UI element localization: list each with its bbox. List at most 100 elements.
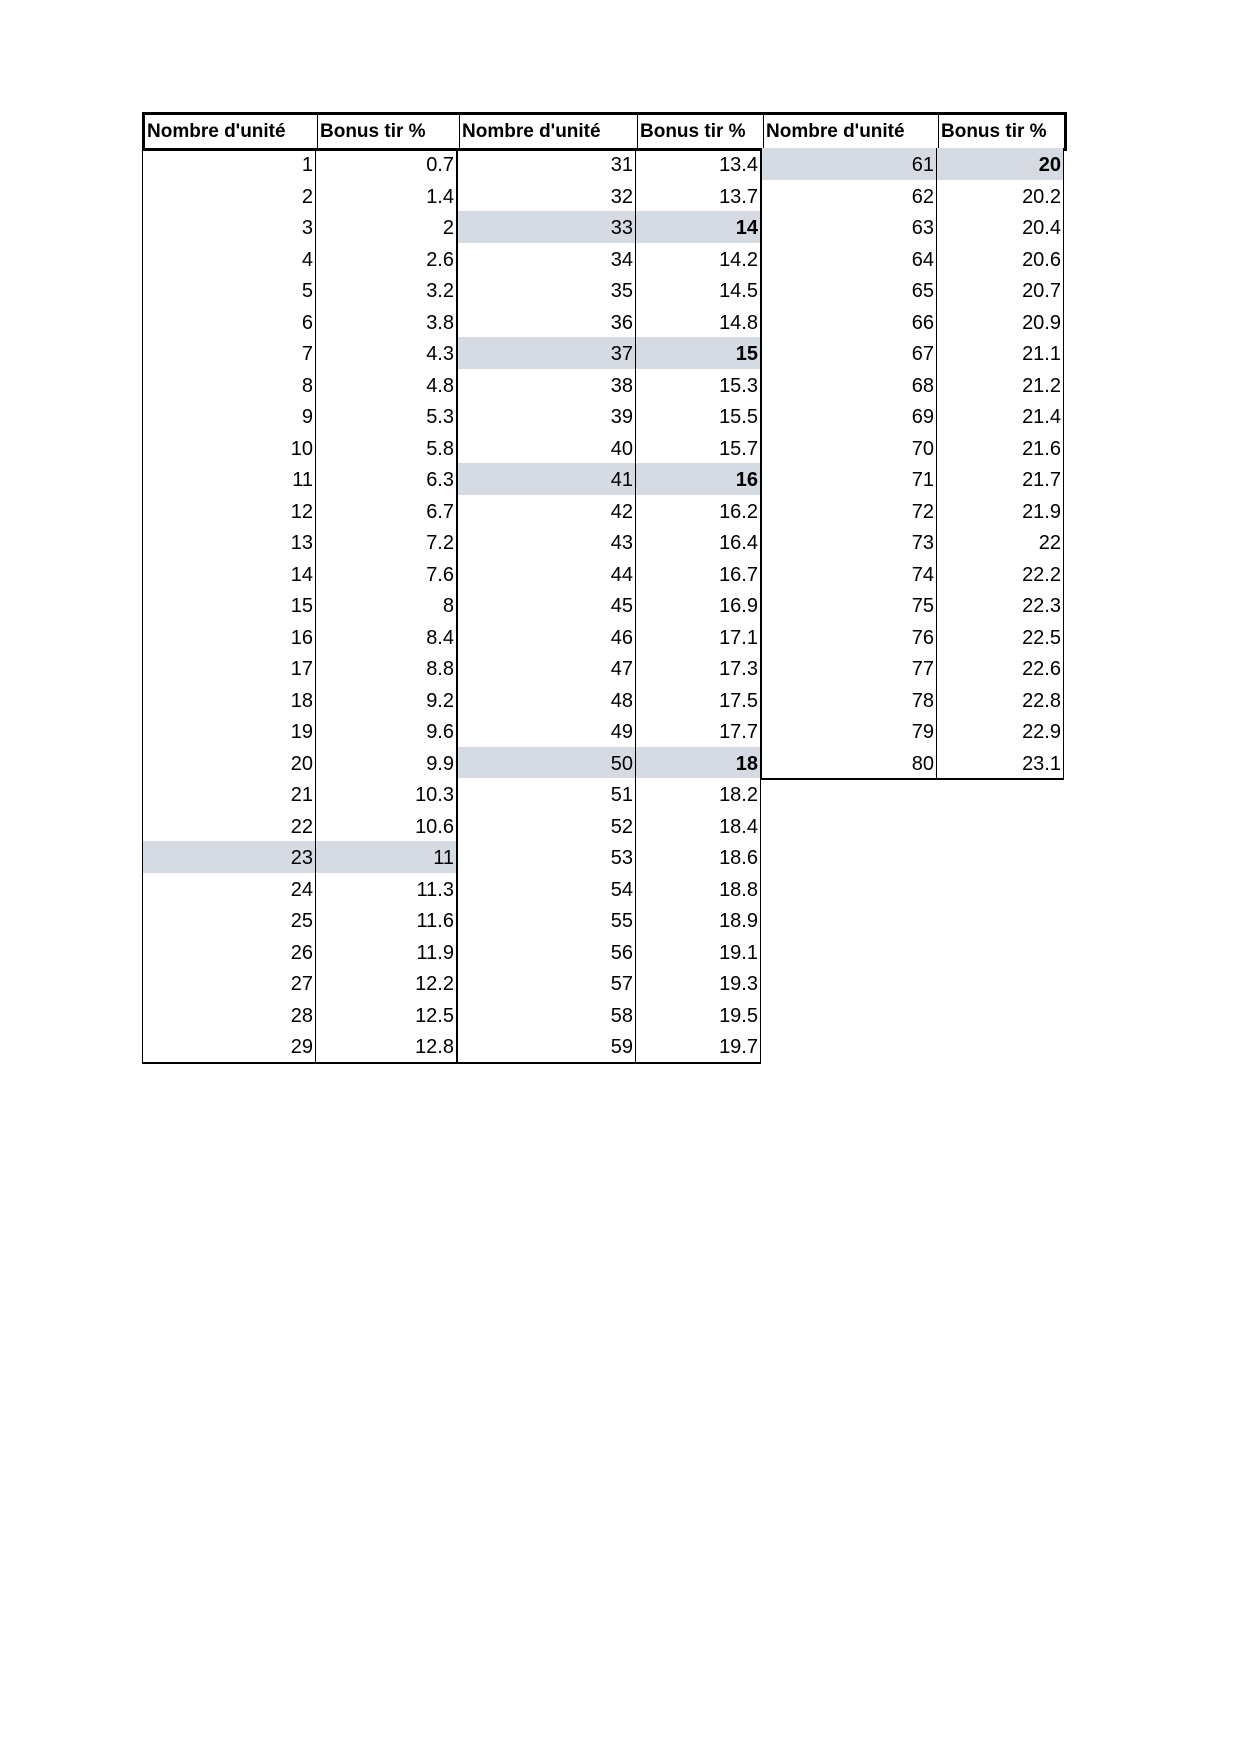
cell-nombre-unite: 56	[457, 935, 635, 967]
cell-nombre-unite: 59	[457, 1030, 635, 1062]
cell-bonus-tir: 20.6	[936, 242, 1064, 274]
table-row: 44 16.7	[457, 557, 761, 589]
cell-bonus-tir: 10.6	[315, 809, 457, 841]
cell-nombre-unite: 31	[457, 148, 635, 180]
cell-nombre-unite: 24	[142, 872, 315, 904]
table-row: 55 18.9	[457, 904, 761, 936]
table-row: 52 18.4	[457, 809, 761, 841]
cell-bonus-tir: 13.4	[635, 148, 761, 180]
cell-bonus-tir: 11	[315, 841, 457, 873]
table-row: 1 0.7	[142, 148, 457, 180]
cell-nombre-unite: 70	[761, 431, 936, 463]
cell-nombre-unite: 43	[457, 526, 635, 558]
cell-bonus-tir: 21.9	[936, 494, 1064, 526]
cell-bonus-tir: 16.2	[635, 494, 761, 526]
cell-bonus-tir: 21.7	[936, 463, 1064, 495]
table-row: 68 21.2	[761, 368, 1064, 400]
table-row: 4 2.6	[142, 242, 457, 274]
cell-bonus-tir: 6.3	[315, 463, 457, 495]
cell-bonus-tir: 5.3	[315, 400, 457, 432]
cell-nombre-unite: 29	[142, 1030, 315, 1062]
cell-nombre-unite: 51	[457, 778, 635, 810]
cell-bonus-tir: 14	[635, 211, 761, 243]
cell-bonus-tir: 20.2	[936, 179, 1064, 211]
table-row: 7 4.3	[142, 337, 457, 369]
cell-bonus-tir: 12.2	[315, 967, 457, 999]
cell-bonus-tir: 16.4	[635, 526, 761, 558]
cell-nombre-unite: 34	[457, 242, 635, 274]
cell-nombre-unite: 46	[457, 620, 635, 652]
table-row: 25 11.6	[142, 904, 457, 936]
cell-nombre-unite: 76	[761, 620, 936, 652]
cell-bonus-tir: 17.1	[635, 620, 761, 652]
cell-nombre-unite: 79	[761, 715, 936, 747]
cell-bonus-tir: 19.3	[635, 967, 761, 999]
table-row: 75 22.3	[761, 589, 1064, 621]
table-row: 49 17.7	[457, 715, 761, 747]
table-row: 70 21.6	[761, 431, 1064, 463]
cell-bonus-tir: 16.9	[635, 589, 761, 621]
cell-nombre-unite: 69	[761, 400, 936, 432]
cell-nombre-unite: 4	[142, 242, 315, 274]
cell-bonus-tir: 20.4	[936, 211, 1064, 243]
cell-bonus-tir: 20.7	[936, 274, 1064, 306]
cell-bonus-tir: 22.2	[936, 557, 1064, 589]
table-row: 35 14.5	[457, 274, 761, 306]
header-nombre-unite-3: Nombre d'unité	[764, 115, 939, 148]
cell-nombre-unite: 17	[142, 652, 315, 684]
cell-bonus-tir: 17.3	[635, 652, 761, 684]
table-row: 18 9.2	[142, 683, 457, 715]
cell-nombre-unite: 57	[457, 967, 635, 999]
table-row: 15 8	[142, 589, 457, 621]
table-row: 14 7.6	[142, 557, 457, 589]
cell-nombre-unite: 6	[142, 305, 315, 337]
table-row: 24 11.3	[142, 872, 457, 904]
table-row: 12 6.7	[142, 494, 457, 526]
cell-nombre-unite: 13	[142, 526, 315, 558]
table-row: 22 10.6	[142, 809, 457, 841]
cell-bonus-tir: 11.6	[315, 904, 457, 936]
cell-bonus-tir: 5.8	[315, 431, 457, 463]
cell-bonus-tir: 12.8	[315, 1030, 457, 1062]
cell-bonus-tir: 22	[936, 526, 1064, 558]
cell-bonus-tir: 15	[635, 337, 761, 369]
cell-nombre-unite: 40	[457, 431, 635, 463]
table-row: 36 14.8	[457, 305, 761, 337]
cell-nombre-unite: 37	[457, 337, 635, 369]
cell-nombre-unite: 22	[142, 809, 315, 841]
cell-bonus-tir: 13.7	[635, 179, 761, 211]
cell-nombre-unite: 44	[457, 557, 635, 589]
table-row: 37 15	[457, 337, 761, 369]
cell-bonus-tir: 7.6	[315, 557, 457, 589]
table-row: 32 13.7	[457, 179, 761, 211]
header-bonus-tir-2: Bonus tir %	[638, 115, 764, 148]
cell-nombre-unite: 8	[142, 368, 315, 400]
cell-nombre-unite: 14	[142, 557, 315, 589]
table-row: 80 23.1	[761, 746, 1064, 778]
cell-nombre-unite: 52	[457, 809, 635, 841]
table-row: 56 19.1	[457, 935, 761, 967]
cell-bonus-tir: 8	[315, 589, 457, 621]
table-row: 66 20.9	[761, 305, 1064, 337]
cell-bonus-tir: 14.2	[635, 242, 761, 274]
cell-nombre-unite: 39	[457, 400, 635, 432]
cell-bonus-tir: 14.8	[635, 305, 761, 337]
table-row: 9 5.3	[142, 400, 457, 432]
cell-bonus-tir: 2	[315, 211, 457, 243]
table-row: 61 20	[761, 148, 1064, 180]
cell-nombre-unite: 63	[761, 211, 936, 243]
table-row: 79 22.9	[761, 715, 1064, 747]
table-row: 41 16	[457, 463, 761, 495]
cell-bonus-tir: 18.6	[635, 841, 761, 873]
table-row: 39 15.5	[457, 400, 761, 432]
cell-nombre-unite: 18	[142, 683, 315, 715]
cell-nombre-unite: 38	[457, 368, 635, 400]
header-nombre-unite-2: Nombre d'unité	[460, 115, 638, 148]
cell-nombre-unite: 53	[457, 841, 635, 873]
cell-bonus-tir: 9.2	[315, 683, 457, 715]
cell-bonus-tir: 0.7	[315, 148, 457, 180]
table-row: 72 21.9	[761, 494, 1064, 526]
cell-nombre-unite: 3	[142, 211, 315, 243]
cell-bonus-tir: 15.7	[635, 431, 761, 463]
cell-bonus-tir: 15.5	[635, 400, 761, 432]
